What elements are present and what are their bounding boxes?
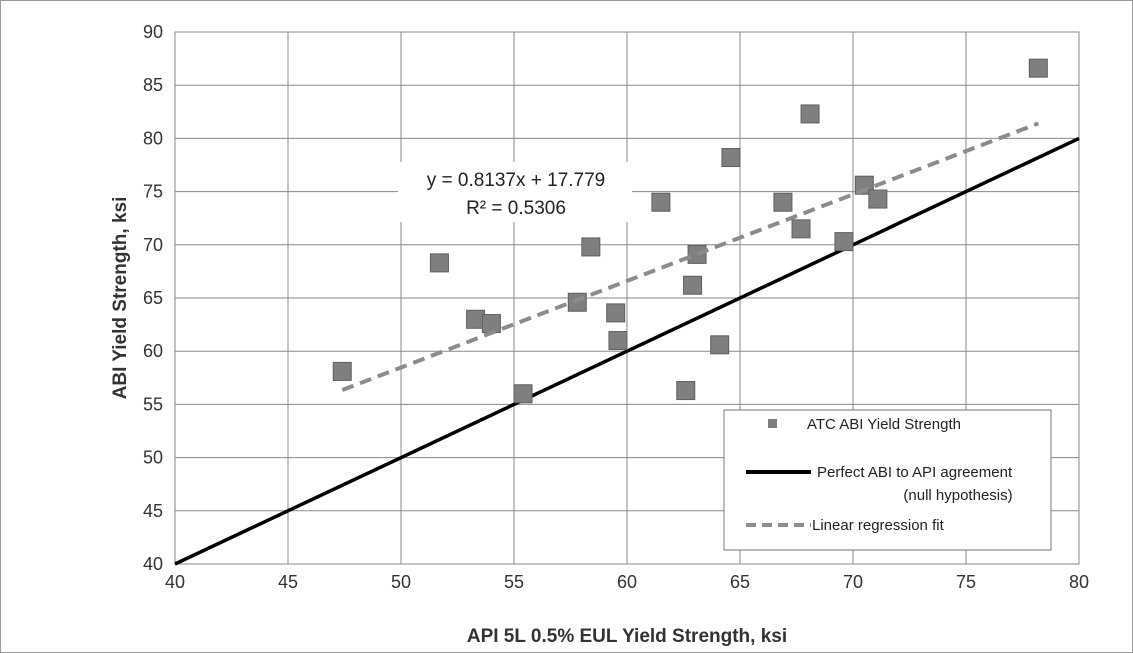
y-axis-title: ABI Yield Strength, ksi — [110, 197, 131, 400]
y-tick-label: 85 — [143, 75, 163, 95]
x-tick-label: 80 — [1069, 572, 1089, 592]
data-point — [676, 381, 696, 401]
y-tick-label: 70 — [143, 235, 163, 255]
y-tick-label: 80 — [143, 128, 163, 148]
x-tick-label: 50 — [391, 572, 411, 592]
legend: ATC ABI Yield Strength Perfect ABI to AP… — [723, 409, 1052, 551]
legend-marker-square — [768, 419, 777, 428]
x-tick-label: 45 — [278, 572, 298, 592]
data-point — [1028, 58, 1048, 78]
data-point — [721, 148, 741, 168]
data-point — [608, 331, 628, 351]
x-tick-label: 55 — [504, 572, 524, 592]
x-tick-label: 65 — [730, 572, 750, 592]
legend-label-regression: Linear regression fit — [812, 517, 945, 534]
annotation-background — [398, 162, 632, 222]
data-point — [513, 384, 533, 404]
y-tick-label: 90 — [143, 22, 163, 42]
data-point — [567, 292, 587, 312]
x-tick-label: 60 — [617, 572, 637, 592]
tick-labels: 40 45 50 55 60 65 70 75 80 40 45 50 55 60 65 70 75 80 85 90 — [143, 22, 1089, 592]
y-tick-label: 75 — [143, 182, 163, 202]
data-point — [651, 192, 671, 212]
data-point — [687, 244, 707, 264]
regression-annotation: y = 0.8137x + 17.779 R² = 0.5306 — [398, 162, 632, 222]
data-point — [683, 275, 703, 295]
data-point — [773, 192, 793, 212]
legend-label-null-line2: (null hypothesis) — [903, 487, 1012, 504]
data-point — [791, 219, 811, 239]
data-point — [834, 232, 854, 252]
y-tick-label: 60 — [143, 341, 163, 361]
regression-line — [341, 121, 1040, 392]
x-tick-label: 40 — [165, 572, 185, 592]
data-point — [606, 303, 626, 323]
series-layer — [174, 58, 1080, 566]
y-tick-label: 55 — [143, 394, 163, 414]
data-point — [581, 237, 601, 257]
data-point — [481, 314, 501, 334]
legend-label-points: ATC ABI Yield Strength — [807, 416, 961, 433]
legend-label-null-line1: Perfect ABI to API agreement — [817, 464, 1013, 481]
r-squared-value: R² = 0.5306 — [466, 198, 566, 219]
regression-equation: y = 0.8137x + 17.779 — [427, 170, 606, 191]
data-point — [710, 335, 730, 355]
y-tick-label: 65 — [143, 288, 163, 308]
y-tick-label: 45 — [143, 501, 163, 521]
data-point — [800, 104, 820, 124]
null-hypothesis-line — [174, 136, 1080, 566]
data-point — [332, 361, 352, 381]
data-point — [429, 253, 449, 273]
x-tick-label: 70 — [843, 572, 863, 592]
data-point — [466, 309, 486, 329]
x-axis-title: API 5L 0.5% EUL Yield Strength, ksi — [467, 626, 787, 647]
data-point — [868, 189, 888, 209]
y-tick-label: 40 — [143, 554, 163, 574]
y-tick-label: 50 — [143, 448, 163, 468]
x-tick-label: 75 — [956, 572, 976, 592]
